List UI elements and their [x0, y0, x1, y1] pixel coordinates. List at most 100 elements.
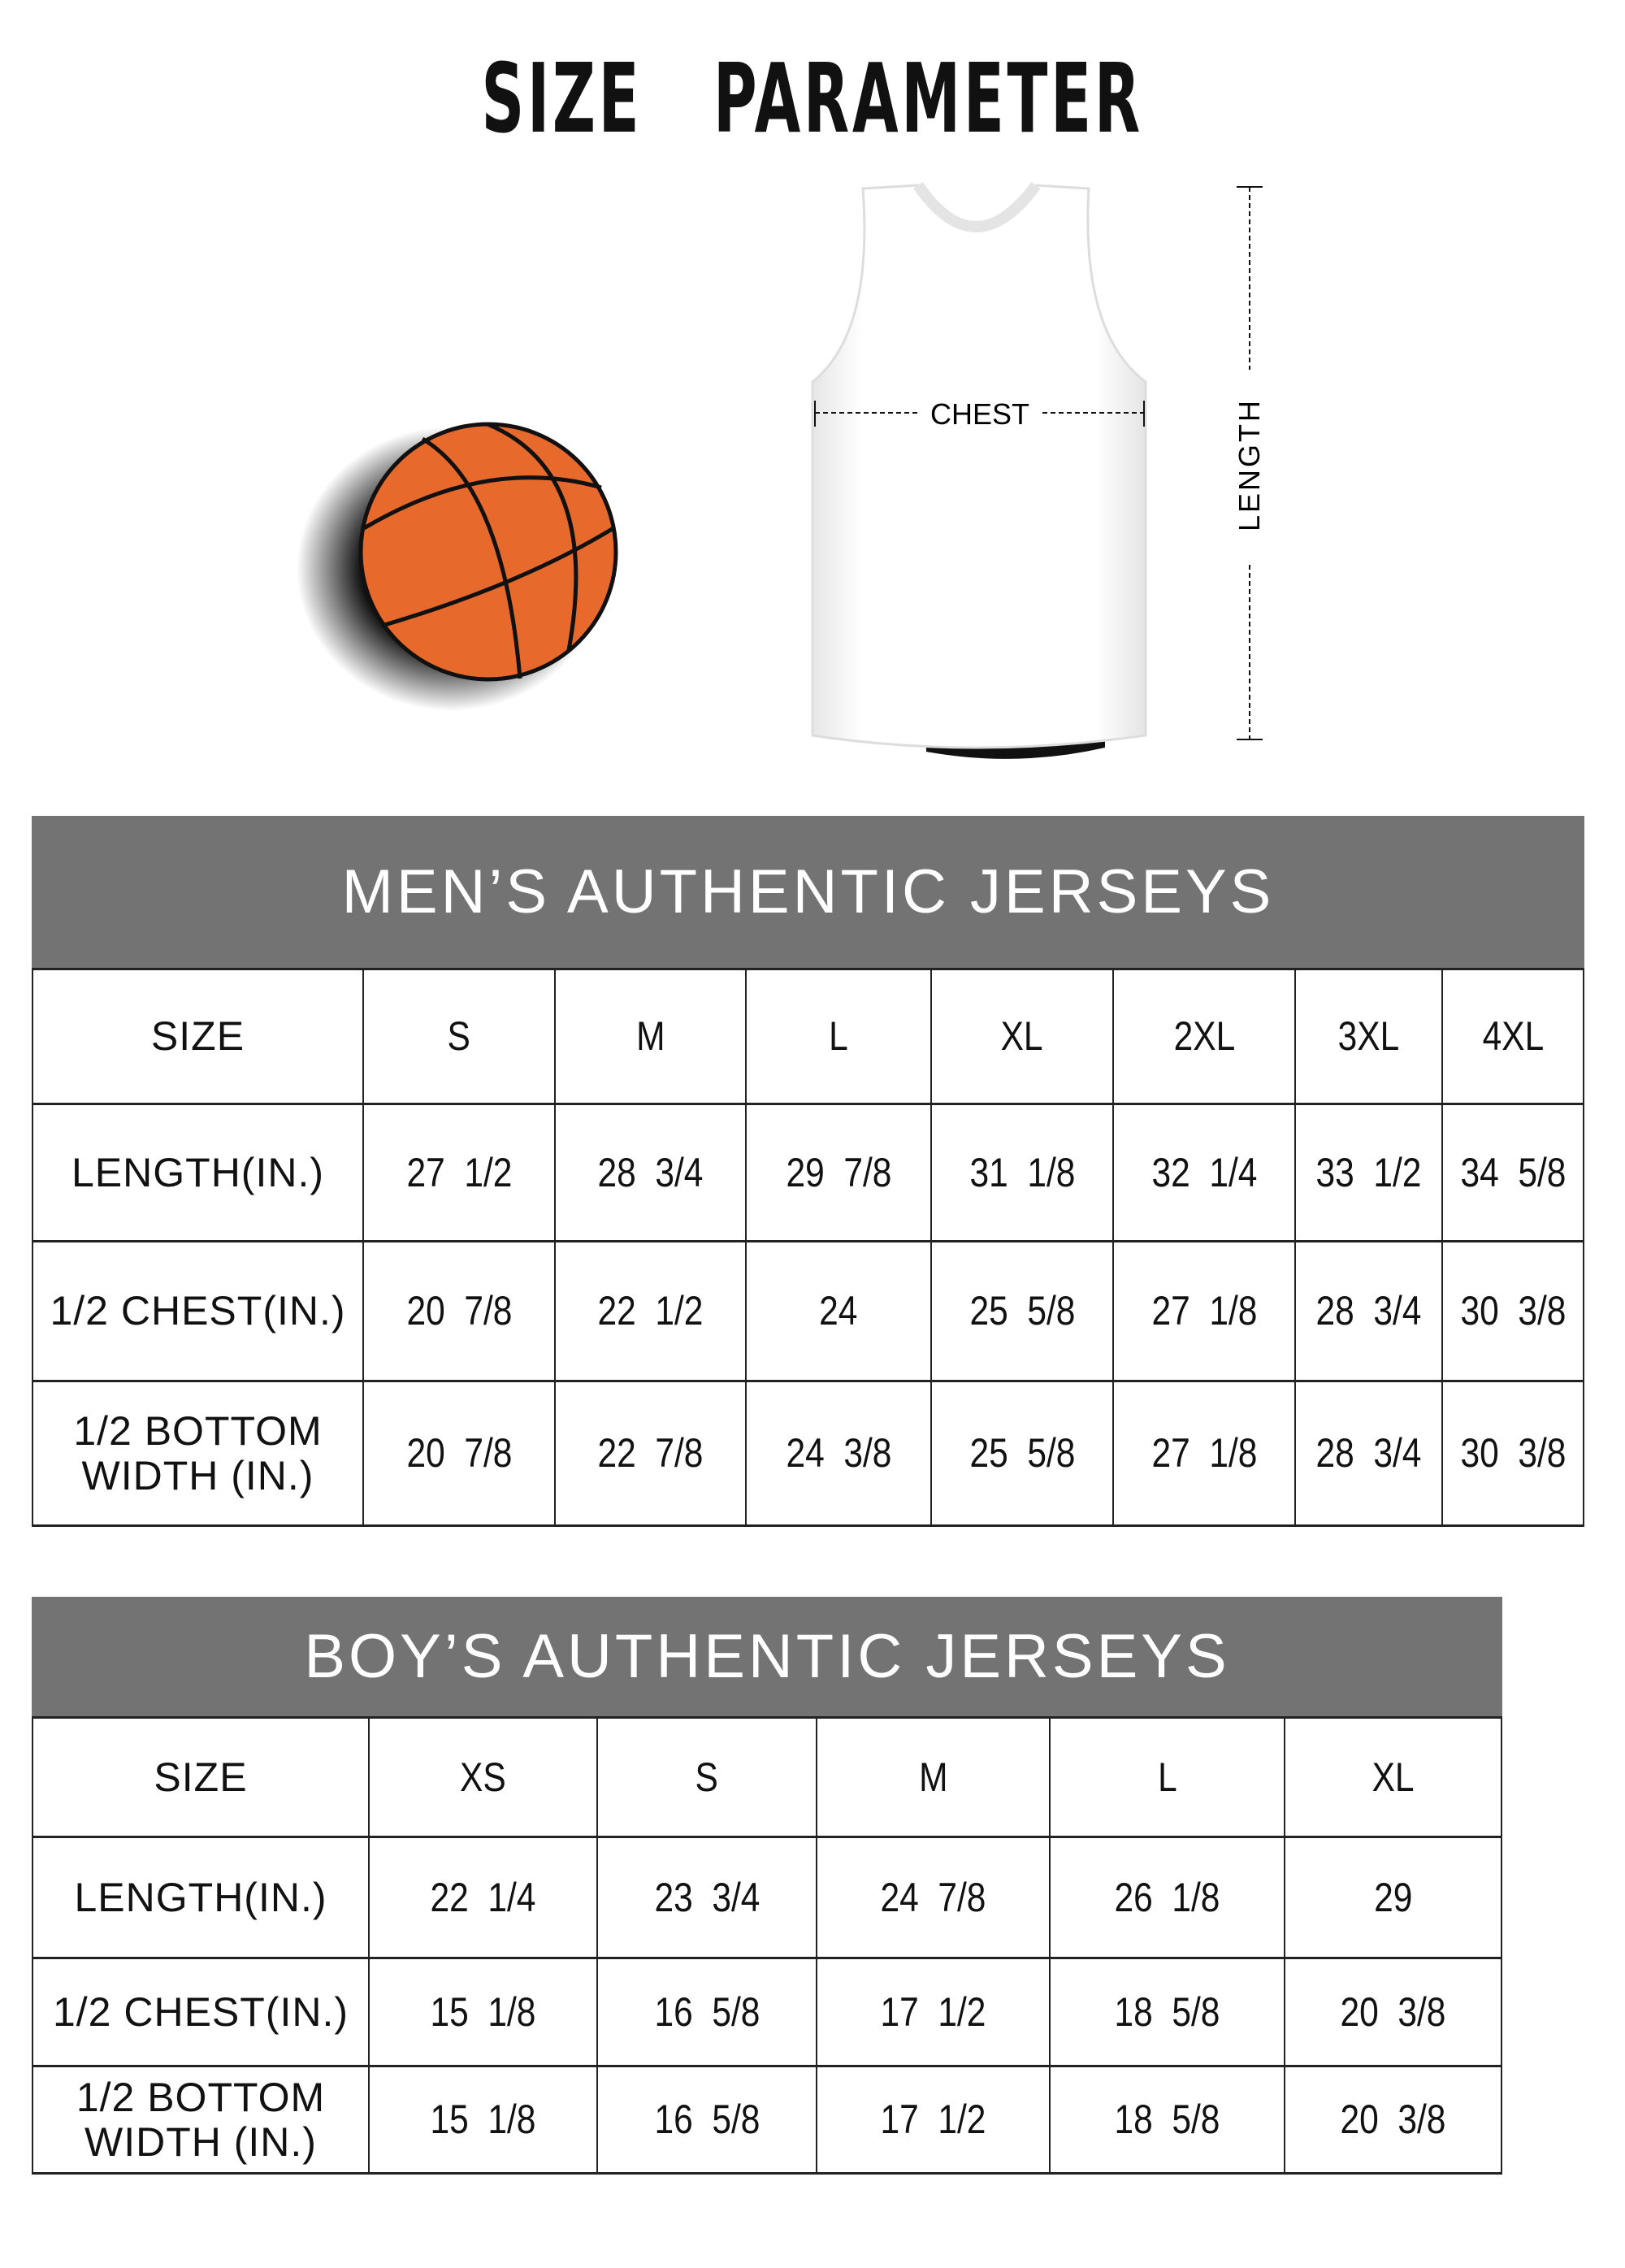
mens-heading: MEN’S AUTHENTIC JERSEYS [32, 816, 1584, 968]
table-cell: 16 5/8 [598, 1959, 817, 2067]
table-cell: 20 7/8 [364, 1242, 556, 1382]
cell-text: 1/2 BOTTOM WIDTH (IN.) [76, 2074, 326, 2165]
table-cell: 15 1/8 [370, 2067, 598, 2175]
cell-text: SIZE [150, 1013, 245, 1059]
cell-text: M [918, 1754, 948, 1800]
table-cell: 17 1/2 [817, 2067, 1051, 2175]
row-label: 1/2 BOTTOM WIDTH (IN.) [32, 1382, 364, 1527]
row-label: 1/2 BOTTOM WIDTH (IN.) [32, 2067, 370, 2175]
table-cell: 29 [1285, 1838, 1502, 1959]
table-cell: 22 7/8 [556, 1382, 747, 1527]
table-cell: 18 5/8 [1051, 1959, 1285, 2067]
table-cell: 27 1/8 [1114, 1242, 1296, 1382]
table-cell: 31 1/8 [932, 1105, 1114, 1242]
cell-text: 27 1/2 [406, 1149, 512, 1195]
cell-text: M [635, 1013, 665, 1059]
size-header-cell: L [1051, 1716, 1285, 1838]
size-header-cell: 2XL [1114, 968, 1296, 1105]
cell-text: L [829, 1013, 848, 1059]
size-header-cell: XL [1285, 1716, 1502, 1838]
cell-text: 27 1/8 [1151, 1430, 1257, 1476]
cell-text: 24 7/8 [880, 1874, 986, 1920]
cell-text: L [1157, 1754, 1177, 1800]
table-cell: 27 1/2 [364, 1105, 556, 1242]
size-header-label: SIZE [32, 968, 364, 1105]
table-cell: 28 3/4 [1296, 1382, 1443, 1527]
cell-text: 22 1/4 [430, 1874, 536, 1920]
chest-label: CHEST [930, 397, 1029, 431]
table-cell: 30 3/8 [1443, 1242, 1584, 1382]
cell-text: XL [1372, 1754, 1415, 1800]
cell-text: 31 1/8 [969, 1149, 1075, 1195]
table-cell: 20 3/8 [1285, 1959, 1502, 2067]
cell-text: 18 5/8 [1114, 2097, 1220, 2142]
cell-text: 33 1/2 [1315, 1149, 1422, 1195]
cell-text: XS [460, 1754, 506, 1800]
size-header-cell: XS [370, 1716, 598, 1838]
cell-text: 30 3/8 [1460, 1288, 1566, 1333]
cell-text: 24 3/8 [786, 1430, 891, 1476]
size-header-cell: S [364, 968, 556, 1105]
illustration: CHEST LENGTH [297, 181, 1266, 759]
cell-text: SIZE [154, 1754, 248, 1800]
length-indicator: LENGTH [1233, 186, 1266, 740]
table-cell: 33 1/2 [1296, 1105, 1443, 1242]
cell-text: 20 3/8 [1340, 2097, 1446, 2142]
table-cell: 27 1/8 [1114, 1382, 1296, 1527]
cell-text: 25 5/8 [969, 1430, 1075, 1476]
row-label: LENGTH(IN.) [32, 1838, 370, 1959]
jersey-icon: CHEST [811, 181, 1147, 759]
cell-text: LENGTH(IN.) [72, 1149, 324, 1195]
table-cell: 17 1/2 [817, 1959, 1051, 2067]
table-cell: 25 5/8 [932, 1242, 1114, 1382]
table-cell: 24 3/8 [747, 1382, 932, 1527]
cell-text: 32 1/4 [1151, 1149, 1257, 1195]
cell-text: 16 5/8 [654, 1988, 760, 2035]
cell-text: 20 7/8 [406, 1288, 512, 1333]
cell-text: S [695, 1754, 719, 1800]
cell-text: 23 3/4 [654, 1874, 760, 1920]
row-label: 1/2 CHEST(IN.) [32, 1959, 370, 2067]
size-header-cell: 3XL [1296, 968, 1443, 1105]
cell-text: 30 3/8 [1460, 1430, 1566, 1476]
table-cell: 23 3/4 [598, 1838, 817, 1959]
cell-text: 16 5/8 [654, 2097, 760, 2142]
cell-text: 27 1/8 [1151, 1288, 1257, 1333]
table-cell: 34 5/8 [1443, 1105, 1584, 1242]
cell-text: 29 [1373, 1874, 1413, 1920]
table-cell: 18 5/8 [1051, 2067, 1285, 2175]
page-title: SIZE PARAMETER [481, 42, 1144, 154]
cell-text: 20 3/8 [1340, 1988, 1446, 2035]
size-header-label: SIZE [32, 1716, 370, 1838]
table-cell: 32 1/4 [1114, 1105, 1296, 1242]
size-header-cell: S [598, 1716, 817, 1838]
table-cell: 24 [747, 1242, 932, 1382]
cell-text: 25 5/8 [969, 1288, 1075, 1333]
length-label: LENGTH [1233, 398, 1266, 531]
table-cell: 22 1/2 [556, 1242, 747, 1382]
cell-text: 34 5/8 [1460, 1149, 1566, 1195]
table-cell: 16 5/8 [598, 2067, 817, 2175]
cell-text: 26 1/8 [1114, 1874, 1220, 1920]
table-cell: 26 1/8 [1051, 1838, 1285, 1959]
table-cell: 20 7/8 [364, 1382, 556, 1527]
size-header-cell: M [556, 968, 747, 1105]
table-cell: 20 3/8 [1285, 2067, 1502, 2175]
cell-text: 15 1/8 [430, 2097, 536, 2142]
table-cell: 22 1/4 [370, 1838, 598, 1959]
cell-text: 15 1/8 [430, 1988, 536, 2035]
cell-text: 1/2 CHEST(IN.) [52, 1988, 349, 2035]
cell-text: 2XL [1173, 1013, 1235, 1059]
cell-text: XL [1000, 1013, 1043, 1059]
row-label: LENGTH(IN.) [32, 1105, 364, 1242]
cell-text: 24 [819, 1288, 858, 1333]
size-header-cell: XL [932, 968, 1114, 1105]
size-header-cell: 4XL [1443, 968, 1584, 1105]
cell-text: 28 3/4 [597, 1149, 704, 1195]
table-cell: 28 3/4 [1296, 1242, 1443, 1382]
table-cell: 24 7/8 [817, 1838, 1051, 1959]
cell-text: 17 1/2 [880, 1988, 986, 2035]
row-label: 1/2 CHEST(IN.) [32, 1242, 364, 1382]
size-header-cell: L [747, 968, 932, 1105]
basketball-icon [297, 422, 618, 711]
